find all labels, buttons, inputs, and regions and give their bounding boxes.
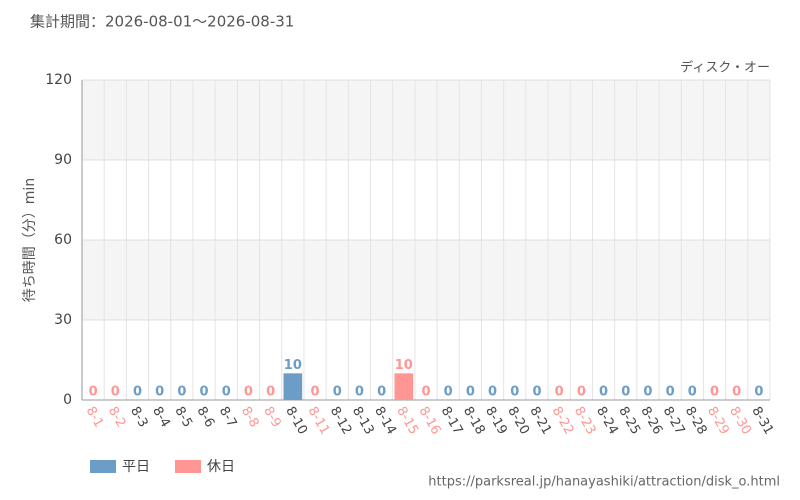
x-tick-label: 8-19: [482, 404, 510, 437]
grid-band: [82, 240, 770, 320]
grid-band: [82, 80, 770, 160]
x-tick-label: 8-13: [349, 404, 377, 437]
value-label: 0: [599, 385, 608, 400]
x-tick-label: 8-28: [682, 404, 710, 437]
x-tick-label: 8-9: [260, 404, 284, 430]
x-tick-label: 8-15: [393, 404, 421, 437]
value-label: 0: [244, 385, 253, 400]
x-tick-label: 8-6: [194, 404, 218, 430]
source-url: https://parksreal.jp/hanayashiki/attract…: [428, 475, 780, 490]
value-label: 0: [177, 385, 186, 400]
value-label: 0: [200, 385, 209, 400]
x-tick-label: 8-7: [216, 404, 240, 430]
x-tick-label: 8-4: [149, 404, 173, 430]
value-label: 0: [466, 385, 475, 400]
y-tick-label: 30: [54, 312, 72, 328]
legend-label: 休日: [207, 459, 235, 475]
value-label: 0: [710, 385, 719, 400]
value-label: 0: [510, 385, 519, 400]
legend-swatch: [90, 460, 116, 473]
x-tick-label: 8-17: [438, 404, 466, 437]
x-tick-label: 8-30: [726, 404, 754, 437]
x-tick-label: 8-29: [704, 404, 732, 437]
value-label: 0: [666, 385, 675, 400]
bar: [283, 373, 303, 400]
x-tick-label: 8-10: [282, 404, 310, 437]
y-tick-label: 60: [54, 232, 72, 248]
x-tick-label: 8-16: [416, 404, 444, 437]
x-tick-label: 8-2: [105, 404, 129, 430]
x-tick-label: 8-1: [83, 404, 107, 430]
value-label: 0: [444, 385, 453, 400]
value-label: 0: [643, 385, 652, 400]
legend-label: 平日: [122, 459, 150, 475]
value-label: 0: [555, 385, 564, 400]
x-tick-label: 8-14: [371, 404, 399, 437]
x-tick-label: 8-5: [171, 404, 195, 430]
value-label: 10: [284, 358, 302, 373]
value-label: 0: [754, 385, 763, 400]
value-label: 0: [89, 385, 98, 400]
value-label: 0: [222, 385, 231, 400]
value-label: 0: [532, 385, 541, 400]
x-tick-label: 8-23: [571, 404, 599, 437]
y-tick-label: 90: [54, 152, 72, 168]
x-tick-label: 8-24: [593, 404, 621, 437]
value-label: 0: [421, 385, 430, 400]
x-tick-label: 8-12: [327, 404, 355, 437]
y-tick-label: 0: [63, 392, 72, 408]
x-tick-label: 8-21: [526, 404, 554, 437]
legend-swatch: [175, 460, 201, 473]
value-label: 0: [355, 385, 364, 400]
x-tick-label: 8-11: [305, 404, 333, 437]
value-label: 0: [133, 385, 142, 400]
x-tick-label: 8-3: [127, 404, 151, 430]
x-tick-label: 8-8: [238, 404, 262, 430]
value-label: 0: [732, 385, 741, 400]
value-label: 10: [395, 358, 413, 373]
value-label: 0: [155, 385, 164, 400]
x-tick-label: 8-18: [460, 404, 488, 437]
x-tick-label: 8-26: [637, 404, 665, 437]
chart-subtitle: ディスク・オー: [680, 60, 770, 76]
bar: [394, 373, 414, 400]
value-label: 0: [311, 385, 320, 400]
value-label: 0: [333, 385, 342, 400]
value-label: 0: [488, 385, 497, 400]
x-tick-label: 8-25: [615, 404, 643, 437]
x-tick-label: 8-31: [748, 404, 776, 437]
x-tick-label: 8-20: [504, 404, 532, 437]
value-label: 0: [621, 385, 630, 400]
value-label: 0: [377, 385, 386, 400]
y-axis-label: 待ち時間（分）min: [22, 178, 38, 302]
value-label: 0: [577, 385, 586, 400]
x-tick-label: 8-22: [549, 404, 577, 437]
x-tick-label: 8-27: [660, 404, 688, 437]
y-tick-label: 120: [45, 72, 72, 88]
value-label: 0: [688, 385, 697, 400]
value-label: 0: [111, 385, 120, 400]
chart-title: 集計期間：2026-08-01～2026-08-31: [30, 13, 294, 31]
value-label: 0: [266, 385, 275, 400]
